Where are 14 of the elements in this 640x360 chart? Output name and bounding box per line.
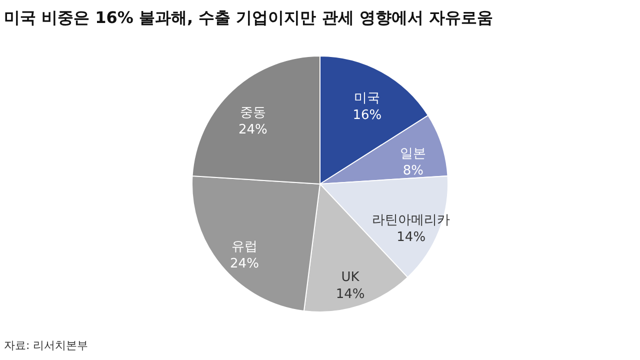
slice-label: 미국	[354, 91, 380, 106]
data-label: 24%	[238, 122, 268, 138]
data-label: 14%	[396, 230, 426, 246]
slice-label: 유럽	[231, 239, 258, 254]
data-label: 24%	[230, 256, 259, 272]
slice-label: 일본	[400, 146, 426, 162]
text: 자료: 리서치본부	[4, 339, 88, 352]
slice-label: 중동	[240, 106, 266, 121]
data-label: 16%	[352, 108, 382, 124]
data-label: 14%	[336, 287, 365, 302]
slice-label: UK	[341, 270, 360, 286]
chart-title: 미국 비중은 16% 불과해, 수출 기업이지만 관세 영향에서 자유로움	[4, 8, 493, 27]
data-label: 8%	[402, 164, 424, 179]
slice-label: 라틴아메리카	[372, 213, 450, 228]
